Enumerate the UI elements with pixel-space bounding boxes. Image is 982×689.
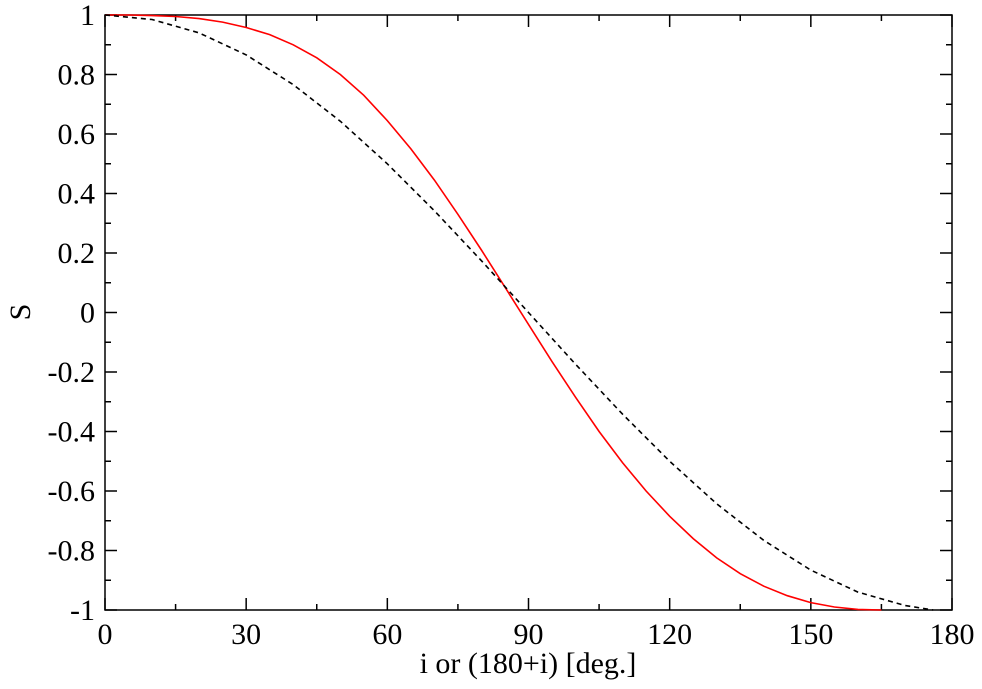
y-tick-label: 0 <box>80 297 95 330</box>
x-tick-label: 0 <box>98 618 113 651</box>
y-tick-label: 0.2 <box>58 237 96 270</box>
tick-labels: 0 30 60 90 120 150 180 -1 -0.8 -0.6 -0.4 -0.2 0 0.2 0.… <box>48 0 975 651</box>
x-tick-label: 90 <box>514 618 544 651</box>
x-tick-label: 180 <box>930 618 975 651</box>
y-tick-label: -0.6 <box>48 475 96 508</box>
x-tick-label: 60 <box>372 618 402 651</box>
y-axis-label: S <box>4 304 37 321</box>
y-tick-label: -0.4 <box>48 416 96 449</box>
series-line-1-solid <box>105 14 882 611</box>
series-line-2-dashed <box>104 14 934 611</box>
x-axis-label: i or (180+i) [deg.] <box>420 647 637 680</box>
x-tick-label: 150 <box>788 618 833 651</box>
x-tick-label: 30 <box>231 618 261 651</box>
series-layer <box>104 14 934 611</box>
y-tick-label: -1 <box>70 594 95 627</box>
y-tick-label: 0.6 <box>58 118 96 151</box>
y-tick-label: -0.8 <box>48 535 96 568</box>
y-tick-label: 0.4 <box>58 178 96 211</box>
y-tick-label: -0.2 <box>48 356 96 389</box>
y-tick-label: 0.8 <box>58 59 96 92</box>
x-tick-label: 120 <box>647 618 692 651</box>
axis-ticks <box>104 14 953 611</box>
y-tick-label: 1 <box>80 0 95 32</box>
